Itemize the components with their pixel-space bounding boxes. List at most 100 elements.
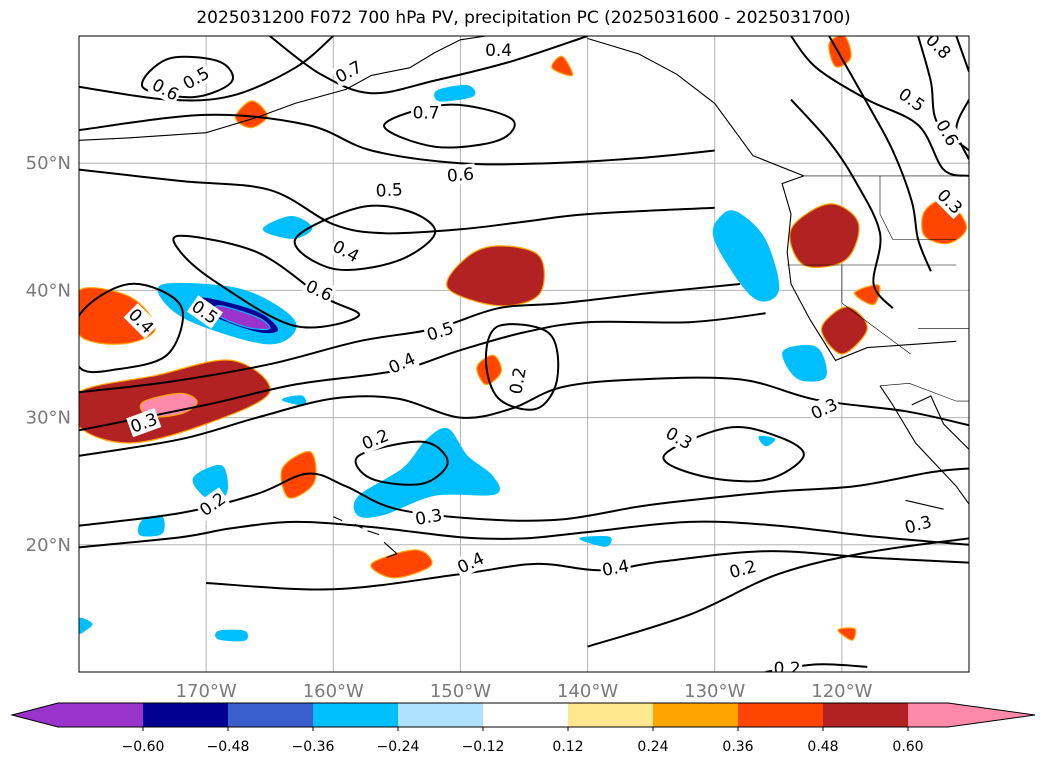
colorbar-tick-label: 0.24 xyxy=(637,739,668,755)
pv-contour-line xyxy=(172,234,360,329)
precip-blob xyxy=(820,306,868,355)
contour-label: 0.3 xyxy=(412,504,446,530)
contour-label-bg xyxy=(806,393,842,425)
contour-label-bg xyxy=(328,235,364,267)
precip-blob xyxy=(789,203,860,269)
contour-label-bg xyxy=(357,424,393,455)
colorbar-segment xyxy=(568,703,654,727)
state-border xyxy=(879,175,957,240)
colorbar-tick-label: −0.60 xyxy=(122,739,165,755)
pv-contour-line xyxy=(790,36,969,177)
lon-tick-label: 130°W xyxy=(684,681,745,702)
map-background xyxy=(79,36,969,672)
contour-label-bg xyxy=(373,179,405,201)
pv-contour-line xyxy=(484,323,560,411)
lat-tick-label: 40°N xyxy=(26,280,71,301)
contour-label: 1.2 xyxy=(971,108,997,141)
contour-label-bg xyxy=(301,274,338,306)
map-title: 2025031200 F072 700 hPa PV, precipitatio… xyxy=(196,8,851,28)
colorbar-segment xyxy=(653,703,739,727)
colorbar-tick-labels: −0.60 −0.48 −0.36 −0.24 −0.12 0.12 0.24 0.36 0.4… xyxy=(122,727,924,755)
colorbar-segment xyxy=(483,703,569,727)
precip-blob xyxy=(262,215,313,239)
contour-label-bg xyxy=(147,73,184,106)
precip-blob xyxy=(434,84,476,102)
colorbar-tick-label: 0.48 xyxy=(807,739,838,755)
contour-label-text: 0.2 xyxy=(774,659,801,679)
coastline xyxy=(333,516,343,522)
contour-label-text: 0.3 xyxy=(414,506,444,530)
contour-label-bg xyxy=(772,658,803,672)
contour-label-bg xyxy=(901,510,936,538)
contour-label-bg xyxy=(186,295,223,329)
colorbar-segment xyxy=(58,703,143,727)
contour-label: 0.8 xyxy=(983,44,1013,65)
colorbar-segment xyxy=(823,703,909,727)
contour-label-bg xyxy=(931,114,964,151)
coastline xyxy=(905,499,944,510)
pv-contour-line xyxy=(955,36,969,72)
colorbar-tick-label: −0.12 xyxy=(462,739,505,755)
coastline xyxy=(911,395,969,450)
contour-label-bg xyxy=(330,55,367,88)
colorbar-segment xyxy=(313,703,399,727)
precip-blob xyxy=(712,210,780,302)
coastline xyxy=(879,385,969,505)
pv-contour-line xyxy=(79,312,766,432)
contour-label-text: 0.8 xyxy=(985,45,1012,65)
precip-blob xyxy=(446,245,545,307)
contour-label: 0.6 xyxy=(444,163,477,187)
colorbar-tick-label: −0.48 xyxy=(207,739,250,755)
contour-label-bg xyxy=(598,555,633,581)
pv-contour-line xyxy=(79,520,969,549)
precip-blob xyxy=(476,354,502,386)
contour-label-text: 0.7 xyxy=(1006,36,1033,56)
precip-blob xyxy=(551,55,574,77)
contour-label-bg xyxy=(194,487,231,521)
longitude-labels: 170°W 160°W 150°W 140°W 130°W 120°W xyxy=(176,681,873,702)
contour-label-text: 0.2 xyxy=(506,366,530,396)
colorbar-tick-label: 0.12 xyxy=(552,739,583,755)
contour-label-bg xyxy=(412,504,446,530)
pv-contour-line xyxy=(79,113,715,166)
contour-label-bg xyxy=(384,347,420,379)
colorbar-outline xyxy=(10,702,1036,728)
contour-label-bg xyxy=(983,44,1013,64)
contour-label-bg xyxy=(1011,151,1046,186)
precip-blob xyxy=(281,395,307,406)
contour-label: 0.7 xyxy=(1005,35,1035,56)
pv-contour-line xyxy=(79,282,184,374)
contour-label: 0.3 xyxy=(1010,151,1046,187)
colorbar-tick-label: 0.36 xyxy=(722,739,753,755)
contour-label-bg xyxy=(411,102,442,123)
precip-blob xyxy=(968,440,969,444)
precip-shading xyxy=(79,36,969,642)
colorbar-segment xyxy=(398,703,484,727)
lat-tick-label: 20°N xyxy=(26,535,71,556)
state-border xyxy=(787,264,911,355)
colorbar-extend-min xyxy=(12,703,58,727)
lon-tick-label: 150°W xyxy=(430,681,491,702)
coastline xyxy=(79,36,486,141)
precip-blob xyxy=(758,435,776,447)
pv-contour-line xyxy=(790,98,894,309)
colorbar-tick-label: 0.60 xyxy=(892,739,923,755)
pv-contour-line xyxy=(140,55,234,99)
colorbar-tick-label: −0.36 xyxy=(292,739,335,755)
colorbar-segment xyxy=(228,703,314,727)
colorbar-extend-max xyxy=(948,703,1035,727)
contour-label: 0.5 xyxy=(373,179,405,202)
contour-label-bg xyxy=(483,40,514,60)
lat-tick-label: 50°N xyxy=(26,153,71,174)
lon-tick-label: 160°W xyxy=(303,681,364,702)
contour-label-bg xyxy=(126,408,162,438)
contour-label: 0.4 xyxy=(483,40,514,61)
precip-blob xyxy=(79,617,93,634)
state-border xyxy=(879,382,969,402)
contour-label-bg xyxy=(505,364,531,398)
colorbar-tick-label: −0.24 xyxy=(377,739,420,755)
contour-label-bg xyxy=(123,303,159,339)
lat-tick-label: 30°N xyxy=(26,408,71,429)
lon-tick-label: 170°W xyxy=(176,681,237,702)
